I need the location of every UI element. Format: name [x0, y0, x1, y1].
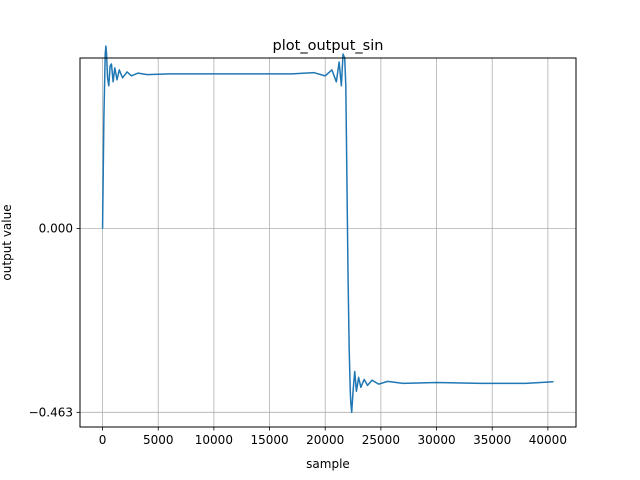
x-tick-label: 20000 [306, 433, 344, 447]
grid [80, 58, 576, 427]
x-axis-label: sample [306, 457, 350, 471]
x-tick-label: 25000 [362, 433, 400, 447]
x-tick-label: 15000 [250, 433, 288, 447]
x-tick-label: 0 [99, 433, 107, 447]
x-tick-label: 5000 [143, 433, 174, 447]
plot-area [101, 45, 554, 414]
y-tick-label: −0.463 [29, 405, 73, 419]
y-axis-ticks: 0.000 −0.463 [29, 222, 80, 419]
x-axis-ticks: 0 5000 10000 15000 20000 25000 30000 35000 40000 [99, 427, 567, 447]
series-line [101, 45, 554, 414]
x-tick-label: 10000 [195, 433, 233, 447]
x-tick-label: 30000 [417, 433, 455, 447]
x-tick-label: 35000 [473, 433, 511, 447]
y-tick-label: 0.000 [39, 222, 73, 236]
axes-frame [79, 57, 577, 428]
x-tick-label: 40000 [529, 433, 567, 447]
y-axis-label: output value [0, 204, 14, 280]
chart-title: plot_output_sin [273, 38, 384, 54]
